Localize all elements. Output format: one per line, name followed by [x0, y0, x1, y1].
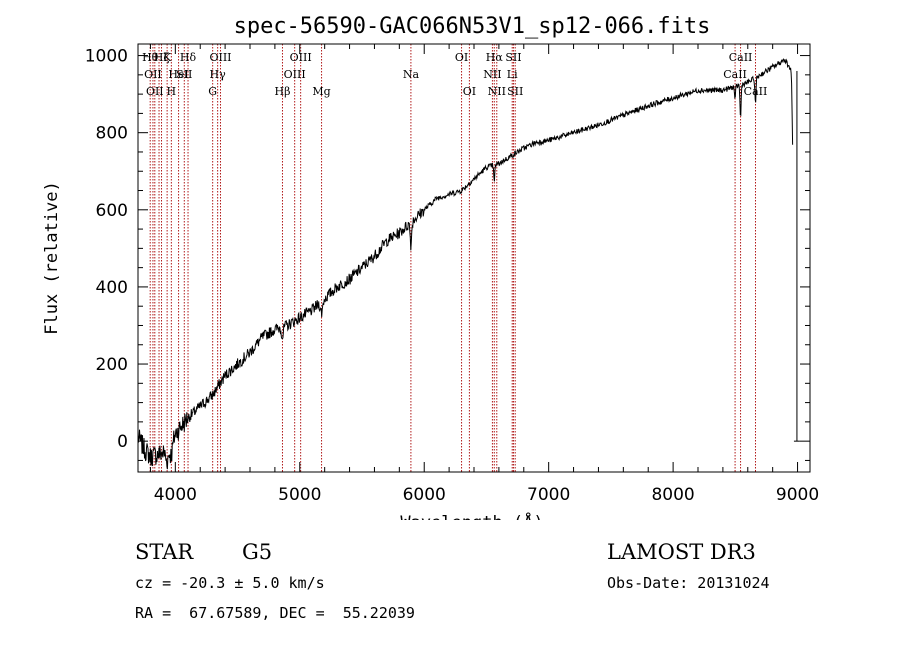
y-tick-label: 1000 [85, 47, 128, 67]
line-label: H [167, 85, 177, 98]
x-tick-label: 4000 [154, 485, 197, 505]
survey-name: LAMOST DR3 [607, 540, 756, 564]
y-tick-label: 600 [96, 201, 128, 221]
line-label: K [163, 51, 172, 64]
y-axis-label: Flux (relative) [42, 181, 62, 335]
line-label: OIII [290, 51, 312, 64]
line-label: OIII [284, 68, 306, 81]
ra-dec: RA = 67.67589, DEC = 55.22039 [135, 604, 415, 622]
line-label: HeI [168, 68, 188, 81]
line-label: SII [176, 68, 192, 81]
plot-frame [137, 43, 811, 473]
y-tick-label: 0 [117, 432, 128, 452]
line-markers [149, 44, 756, 472]
line-label: Hζ [154, 51, 170, 64]
line-label: CaII [744, 85, 768, 98]
line-labels: HθOIIOIIHζKHHeISIIHδGHγOIIIHβOIIIOIIIMgN… [142, 51, 767, 98]
line-label: Hδ [180, 51, 197, 64]
x-tick-label: 8000 [651, 485, 694, 505]
line-label: NII [488, 85, 506, 98]
line-label: CaII [729, 51, 753, 64]
x-axis-ticks: 4000 5000 6000 7000 8000 9000 [149, 44, 819, 505]
line-label: Hβ [275, 85, 291, 98]
y-tick-label: 400 [96, 278, 128, 298]
line-label: OI [455, 51, 468, 64]
line-label: Hγ [210, 68, 227, 81]
spectrum-series-line [137, 58, 794, 470]
x-tick-label: 6000 [403, 485, 446, 505]
obs-date: Obs-Date: 20131024 [607, 574, 770, 592]
y-tick-label: 800 [96, 124, 128, 144]
line-label: SII [505, 51, 521, 64]
redshift-info: cz = -20.3 ± 5.0 km/s [135, 574, 325, 592]
line-label: OIII [209, 51, 231, 64]
line-label: Hα [486, 51, 504, 64]
y-axis-ticks: 0 200 400 600 800 1000 [85, 47, 810, 461]
spectrum-edge-spike [793, 70, 800, 442]
line-label: G [208, 85, 217, 98]
x-axis-label: Wavelength (Å) [400, 511, 543, 520]
object-class: STAR [135, 540, 194, 564]
spectrum-chart: spec-56590-GAC066N53V1_sp12-066.fits Hθ O… [42, 14, 819, 520]
line-label: CaII [723, 68, 747, 81]
line-label: Hθ [142, 51, 159, 64]
line-label: NII [483, 68, 501, 81]
line-label: Na [403, 68, 420, 81]
line-label: OII [146, 85, 164, 98]
chart-title: spec-56590-GAC066N53V1_sp12-066.fits [234, 14, 711, 39]
line-label: SII [507, 85, 523, 98]
line-label: OI [463, 85, 476, 98]
x-tick-label: 5000 [278, 485, 321, 505]
line-label: Li [507, 68, 518, 81]
y-tick-label: 200 [96, 355, 128, 375]
x-tick-label: 7000 [527, 485, 570, 505]
object-subclass: G5 [242, 540, 273, 564]
x-tick-label: 9000 [776, 485, 819, 505]
line-label: OII [144, 68, 162, 81]
line-label: Mg [312, 85, 330, 98]
